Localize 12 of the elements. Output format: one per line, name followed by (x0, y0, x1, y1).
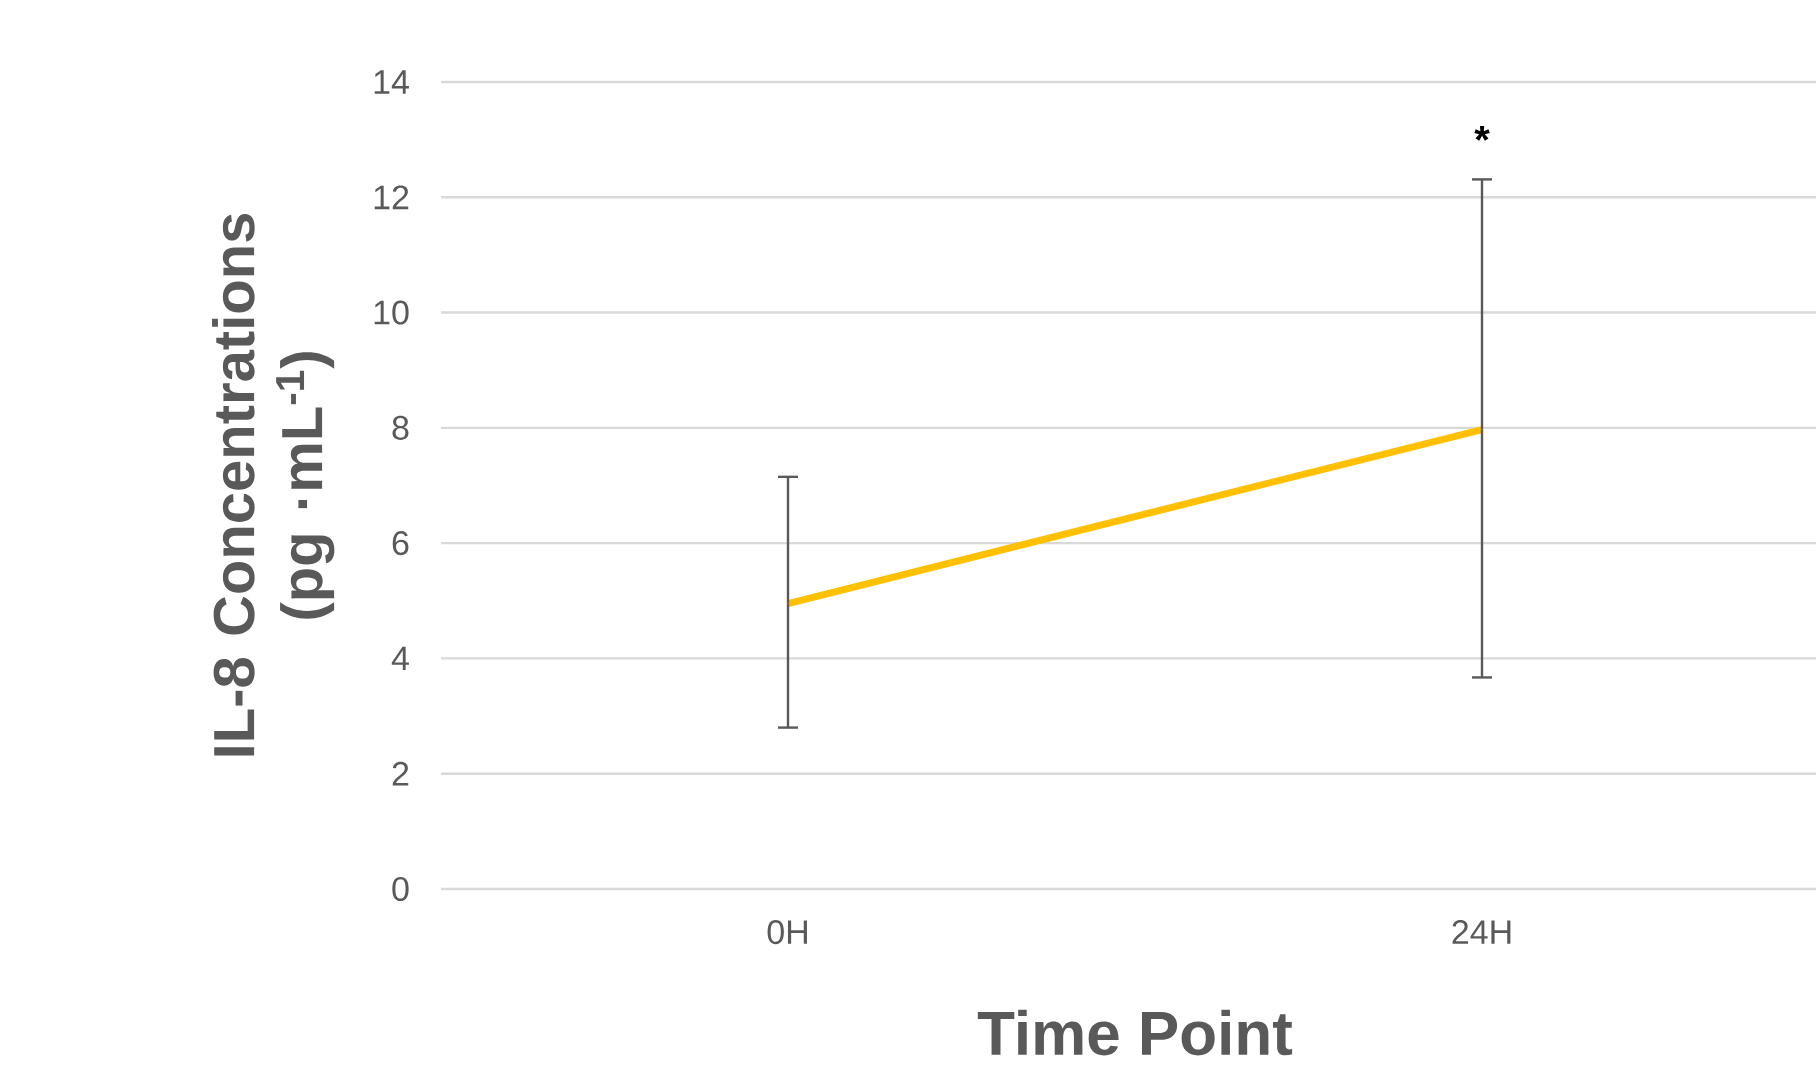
x-tick-label: 24H (1452, 920, 1511, 944)
y-tick-label: 12 (374, 185, 409, 210)
y-tick-label: 0 (392, 876, 409, 902)
x-tick-label: 0H (767, 920, 807, 945)
annotation: * (1474, 125, 1490, 141)
y-tick-label: 6 (392, 531, 409, 556)
y-tick-label: 8 (392, 415, 409, 440)
y-tick-label: 4 (391, 646, 409, 671)
y-tick-label: 14 (374, 70, 409, 94)
y-tick-label: 10 (374, 300, 409, 325)
y-tick-label: 2 (392, 761, 409, 786)
x-axis-title: Time Point (977, 1009, 1293, 1056)
